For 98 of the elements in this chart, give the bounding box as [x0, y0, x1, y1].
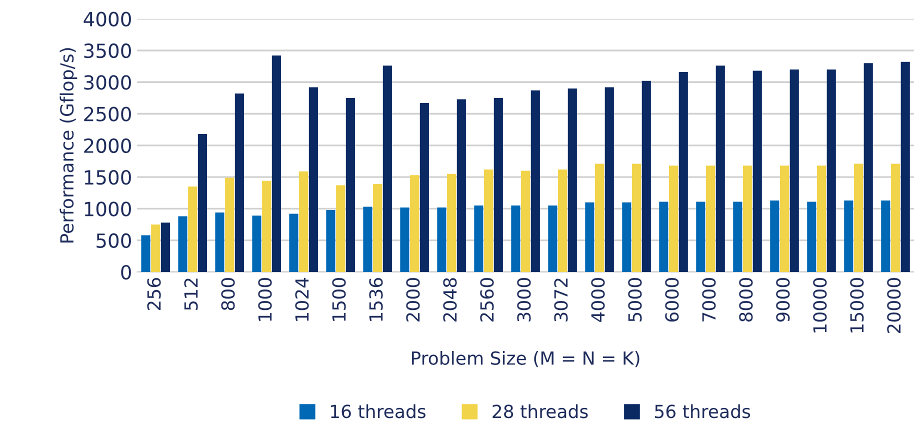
bar: [336, 185, 346, 272]
x-tick-label: 512: [184, 278, 198, 310]
bar: [215, 212, 224, 272]
bar: [632, 164, 642, 272]
bar: [289, 214, 298, 272]
bar: [234, 94, 244, 272]
bar: [308, 87, 318, 272]
y-tick-label: 1000: [84, 202, 131, 216]
bar: [558, 169, 568, 272]
bar: [890, 164, 900, 272]
bar: [548, 206, 558, 272]
bar: [326, 210, 336, 272]
bar: [494, 98, 503, 272]
y-tick-label: 500: [96, 233, 131, 248]
bar: [659, 202, 668, 272]
bar: [188, 186, 198, 272]
x-tick-label: 1500: [332, 278, 346, 321]
y-tick-label: 4000: [84, 12, 131, 26]
bar: [400, 207, 410, 272]
bar: [420, 103, 429, 272]
bar: [272, 56, 281, 272]
bar: [752, 70, 762, 272]
bar: [706, 166, 716, 272]
bar: [456, 99, 466, 272]
bar: [668, 166, 678, 272]
bar: [484, 169, 494, 272]
x-tick-label: 2000: [406, 278, 420, 322]
bar: [568, 88, 577, 272]
bar: [742, 166, 752, 272]
legend-label: 56 threads: [655, 404, 750, 418]
x-tick-label: 5000: [628, 278, 642, 322]
bar: [807, 202, 816, 272]
x-tick-label: 800: [221, 278, 235, 310]
x-tick-label: 15000: [850, 278, 864, 332]
x-tick-label: 3072: [554, 278, 568, 322]
bar: [382, 66, 392, 272]
bar: [262, 180, 272, 272]
bar: [474, 206, 484, 272]
bar: [198, 134, 207, 272]
bar: [151, 224, 160, 272]
x-tick-label: 3000: [517, 278, 531, 322]
bar: [447, 174, 456, 272]
bar: [346, 98, 355, 272]
bar: [178, 216, 188, 272]
bar: [622, 202, 632, 272]
x-tick-label: 1536: [369, 278, 383, 321]
x-tick-label: 2048: [443, 278, 457, 322]
x-tick-label: 7000: [702, 278, 716, 322]
bar: [373, 184, 382, 272]
bar: [678, 72, 688, 272]
y-tick-label: 3000: [84, 75, 131, 90]
y-tick-label: 1500: [84, 170, 131, 185]
bar: [642, 80, 651, 272]
x-tick-label: 1000: [258, 278, 272, 321]
legend-label: 28 threads: [492, 404, 588, 418]
bar: [299, 171, 308, 272]
bar: [160, 222, 170, 272]
y-tick-label: 2500: [84, 106, 131, 122]
x-tick-label: 1024: [295, 278, 309, 321]
bar: [410, 175, 420, 272]
bar: [826, 69, 836, 272]
y-tick-label: 2000: [84, 138, 131, 154]
bar: [733, 202, 742, 272]
bar: [864, 63, 873, 272]
x-tick-label: 9000: [776, 278, 790, 322]
bar: [604, 87, 614, 272]
x-tick-label: 2560: [480, 278, 494, 322]
legend-label: 16 threads: [331, 404, 426, 418]
x-tick-label: 256: [147, 278, 161, 310]
bar: [530, 90, 540, 272]
bar: [595, 164, 604, 272]
bar: [141, 235, 150, 272]
bar: [521, 170, 530, 272]
bar: [770, 200, 780, 272]
bar: [437, 207, 446, 272]
x-tick-label: 6000: [665, 278, 679, 322]
bar: [816, 166, 826, 272]
x-tick-label: 4000: [591, 278, 605, 322]
bar: [780, 166, 790, 272]
x-axis-title: Problem Size (M = N = K): [412, 350, 640, 368]
bar: [363, 206, 372, 272]
bar: [225, 178, 234, 272]
x-tick-label: 20000: [887, 278, 901, 333]
y-axis-title: Performance (Gflop/s): [60, 48, 78, 242]
bar: [844, 200, 854, 272]
bar: [854, 164, 864, 272]
bar: [881, 200, 890, 272]
y-tick-label: 3500: [84, 43, 131, 58]
bar: [252, 216, 262, 272]
x-tick-label: 10000: [813, 278, 827, 332]
bar: [900, 62, 910, 272]
bar: [716, 66, 725, 272]
bar: [511, 206, 520, 272]
y-tick-label: 0: [121, 264, 131, 280]
x-tick-label: 8000: [739, 278, 753, 322]
bar: [585, 202, 594, 272]
bar: [696, 202, 706, 272]
bar: [790, 69, 799, 272]
